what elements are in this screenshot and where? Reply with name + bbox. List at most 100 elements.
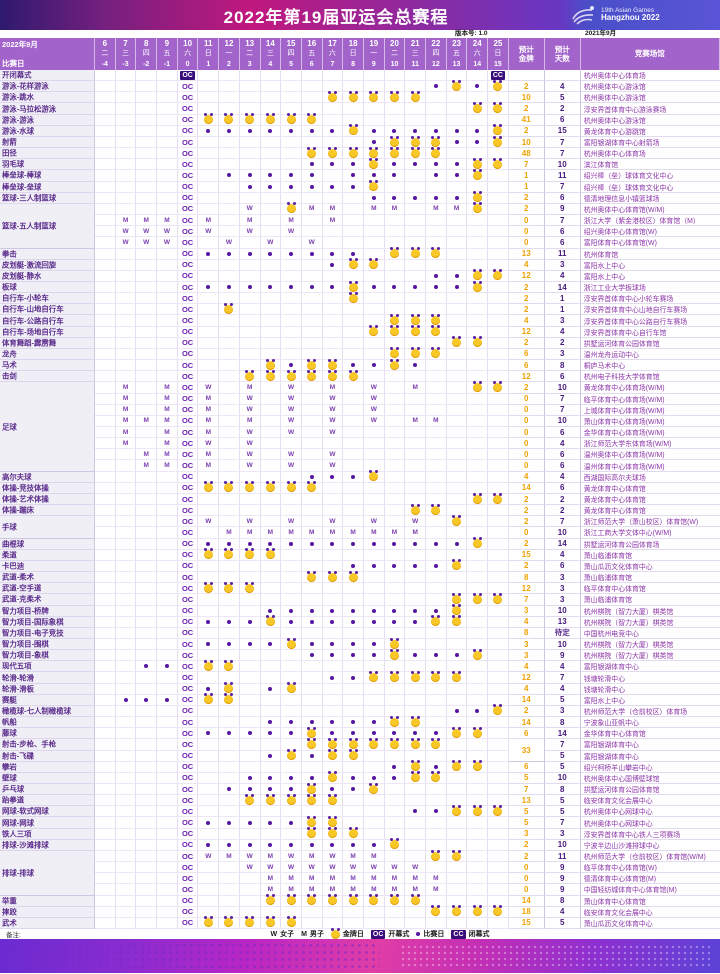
competition-dot-icon [268,842,273,847]
days-count: 11 [558,170,567,180]
days-count-cell: 2 [544,337,581,349]
day-cell [322,784,344,796]
days-count: 3 [560,829,565,839]
asian-games-emblem-icon [572,6,594,25]
day-cell [488,505,509,517]
gender-men-marker: M [288,216,294,224]
competition-dot-icon [309,128,314,133]
day-cell [281,739,302,751]
day-cell: M [115,393,137,405]
day-cell [115,371,137,383]
days-count-cell: 3 [544,259,581,271]
venue-cell: 宁波半边山沙滩排球中心 [580,839,720,851]
gold-count-cell: 12 [508,583,545,595]
day-cell [363,90,385,104]
gold-medal-icon [203,693,213,705]
day-cell [219,449,240,461]
gender-men-marker: M [433,874,439,882]
day-cell: W [281,226,302,238]
venue-name: 临平体育中心体育馆(W) [583,865,657,873]
day-cell [157,471,178,483]
day-cell [467,114,489,126]
day-cell: M [157,382,178,394]
competition-dot-icon [351,653,356,658]
gold-medal-icon [348,90,358,102]
sport-label-cell: 智力项目-象棋 [0,650,95,662]
gold-count-cell: 6 [508,761,545,773]
sport-label: 网球-软式网球 [2,806,49,816]
day-cell: W [157,226,178,238]
competition-dot-icon [226,642,231,647]
day-cell [219,916,240,930]
days-count-cell: 10 [544,382,581,394]
day-cell: OC [177,638,199,651]
gold-medal-icon [265,894,275,906]
gold-count-cell: 41 [508,114,545,126]
day-cell [446,772,468,784]
day-cell [343,616,364,628]
day-cell [322,159,344,171]
day-cell: OC [177,761,199,773]
header-venue-label: 竞赛场馆 [581,38,720,70]
day-cell: W [260,862,282,874]
venue-cell: 临平体育中心体育馆(W) [580,862,720,874]
day-cell [467,850,489,863]
competition-dot-icon [206,541,211,546]
day-cell: OC [177,70,199,82]
day-cell [322,181,344,193]
day-cell [260,449,282,461]
day-cell [363,894,385,907]
venue-cell: 富阳银湖体育中心射箭场 [580,136,720,149]
gender-women-marker: W [246,439,253,447]
days-count-cell: 4 [544,270,581,282]
day-cell [95,371,116,383]
gold-medal-icon [369,782,379,794]
day-cell [446,192,468,204]
day-cell [136,337,158,349]
sport-label: 壁球 [2,773,17,783]
gender-men-marker: M [143,462,149,470]
sport-label-cell: 射击-飞碟 [0,750,95,762]
header-month-cell: 2022年9月 比赛日 [0,38,95,70]
day-cell [343,449,364,461]
gold-medal-icon [410,503,420,515]
day-cell [95,683,116,695]
sport-label-cell: 智力项目-国际象棋 [0,616,95,628]
sport-label: 自行车-公路自行车 [2,316,64,326]
gender-men-marker: M [453,205,460,213]
gold-count: 0 [524,405,529,415]
day-cell [115,560,137,573]
day-cell [136,315,158,327]
day-cell [260,215,282,227]
venue-cell: 杭州棋院（智力大厦）棋类馆 [580,638,720,651]
day-cell [136,717,158,729]
oc-text: OC [181,851,194,861]
day-cell: M [363,527,385,539]
competition-dot-icon [289,128,294,133]
day-cell [219,103,240,115]
day-cell [198,471,220,483]
gold-count-cell: 0 [508,427,545,439]
gold-medal-icon [431,247,441,259]
day-cell [384,671,406,684]
day-cell: M [219,527,240,539]
sport-label-cell: 体操-艺术体操 [0,493,95,506]
day-cell [426,460,447,472]
day-cell [488,572,509,584]
gold-medal-icon [472,202,482,214]
matchday-number: -3 [122,61,129,68]
day-cell [322,894,344,907]
day-cell [301,839,323,851]
sport-label-cell: 皮划艇-激流回旋 [0,259,95,271]
day-cell: OC [177,661,199,673]
day-cell [363,538,385,550]
day-cell: M [405,382,426,394]
day-cell [322,627,344,639]
gold-count-cell: 48 [508,148,545,160]
day-cell [239,125,261,137]
day-cell [384,304,406,316]
day-cell [488,371,509,383]
schedule-row: 武术 OC 15 5 萧山瓜沥文化体育中心 [0,916,720,930]
day-cell [260,739,282,751]
gold-medal-icon [203,548,213,560]
